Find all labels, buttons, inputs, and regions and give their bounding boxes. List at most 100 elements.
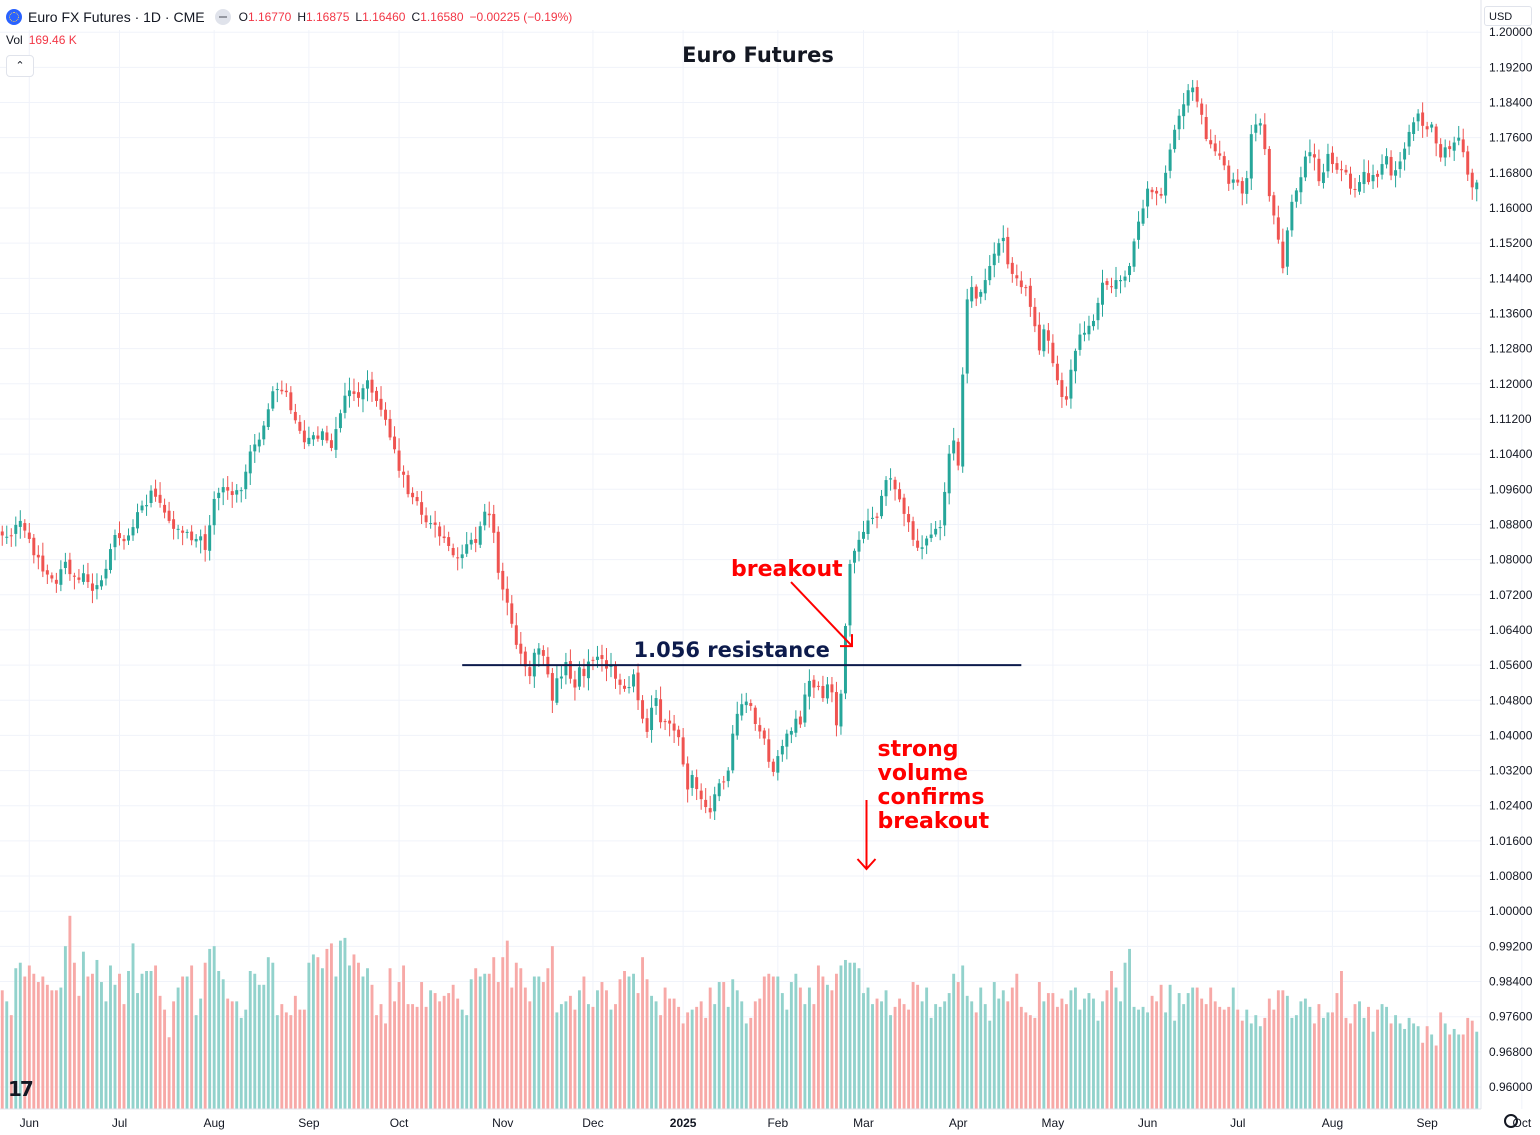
candle-body (9, 535, 13, 537)
volume-bar (36, 982, 40, 1109)
candle-body (388, 418, 392, 438)
candle-body (1195, 86, 1199, 102)
volume-bar (1344, 1017, 1348, 1109)
time-axis[interactable]: Jun Jul Aug Sep Oct Nov Dec 2025 Feb Mar Apr May Jun… (0, 1108, 1532, 1130)
candle-body (1137, 221, 1141, 240)
price-tick-label: 1.13600 (1489, 306, 1533, 320)
volume-bar (1326, 1012, 1330, 1109)
volume-bar (456, 998, 460, 1109)
candle-body (266, 409, 270, 427)
candle-body (731, 733, 735, 771)
volume-bar (722, 982, 726, 1109)
ohlc-open: O1.16770 (238, 10, 292, 24)
breakout-label: breakout (731, 557, 843, 582)
candle-body (654, 698, 658, 706)
candle-body (789, 731, 793, 735)
volume-bar (762, 976, 766, 1109)
volume-bar (523, 987, 527, 1109)
candle-body (586, 661, 590, 679)
volume-bar (1001, 990, 1005, 1109)
candle-body (1443, 147, 1447, 158)
volume-bar (979, 987, 983, 1109)
chevron-up-icon[interactable]: ⌃ (6, 55, 34, 77)
volume-bar (1466, 1017, 1470, 1109)
volume-bar (862, 993, 865, 1109)
candle-body (293, 411, 297, 421)
candle-body (1159, 193, 1163, 196)
candle-body (77, 577, 81, 580)
price-tick-label: 1.06400 (1489, 623, 1533, 637)
volume-bar (442, 995, 446, 1109)
volume-bar (262, 984, 266, 1109)
candle-body (623, 685, 627, 689)
volume-note-line: breakout (878, 809, 990, 834)
volume-bar (514, 962, 518, 1109)
volume-bar (27, 965, 31, 1109)
candle-body (519, 643, 523, 654)
candle-body (1258, 123, 1262, 126)
candle-body (568, 661, 572, 679)
price-tick-label: 0.96000 (1489, 1080, 1533, 1094)
hide-legend-icon[interactable] (214, 9, 231, 25)
candle-body (1344, 169, 1348, 173)
candle-body (1191, 87, 1195, 93)
candle-body (677, 729, 681, 738)
volume-bar (1177, 993, 1181, 1109)
candle-body (447, 537, 451, 546)
volume-bar (492, 957, 496, 1109)
currency-selector[interactable]: USD (1484, 6, 1532, 26)
candle-body (361, 388, 365, 400)
candle-body (1308, 152, 1312, 157)
volume-bar (699, 1001, 703, 1109)
candle-body (1452, 142, 1456, 151)
volume-bar (487, 973, 491, 1109)
candle-body (1448, 146, 1452, 150)
volume-bar (591, 1006, 595, 1109)
candle-body (668, 720, 672, 724)
gear-icon[interactable] (1504, 1114, 1518, 1128)
candle-body (672, 723, 676, 731)
time-tick-label: May (1042, 1116, 1065, 1130)
candle-body (113, 534, 117, 548)
chart-title: Euro Futures (682, 43, 834, 67)
candle-body (555, 678, 559, 703)
volume-bar (686, 1012, 690, 1109)
volume-bar (280, 1004, 284, 1109)
volume-bar (181, 976, 185, 1109)
time-tick-label: Mar (853, 1116, 874, 1130)
volume-bar (194, 1015, 198, 1109)
volume-bar (397, 982, 401, 1109)
volume-bar (835, 973, 838, 1109)
candle-body (478, 526, 482, 545)
volume-bar (740, 1001, 744, 1109)
volume-bar (1457, 1034, 1461, 1109)
candle-body (1231, 179, 1235, 183)
tradingview-logo-icon[interactable]: 17 (8, 1077, 34, 1101)
volume-bar (717, 982, 721, 1109)
candle-body (988, 266, 992, 281)
price-axis[interactable]: 1.20000 1.19200 1.18400 1.17600 1.16800 1.160… (1480, 0, 1533, 1109)
symbol-title[interactable]: Euro FX Futures · 1D · CME (28, 9, 205, 25)
price-tick-label: 1.02400 (1489, 799, 1533, 813)
volume-bar (1303, 998, 1307, 1109)
candle-body (90, 583, 94, 591)
candle-body (370, 379, 374, 393)
candle-body (911, 521, 915, 540)
volume-bar (474, 968, 478, 1109)
candle-body (839, 693, 843, 727)
volume-bar (1159, 984, 1163, 1109)
volume-bar (992, 982, 996, 1109)
volume-bar (1443, 1023, 1447, 1109)
volume-bar (938, 1006, 942, 1109)
candle-body (681, 737, 685, 765)
volume-bar (375, 1015, 378, 1109)
volume-bar (744, 1023, 748, 1109)
candle-body (1407, 131, 1411, 147)
price-tick-label: 1.00000 (1489, 904, 1533, 918)
volume-bar (1073, 987, 1077, 1109)
time-tick-label: Aug (1322, 1116, 1343, 1130)
time-tick-label: Sep (298, 1116, 320, 1130)
candle-body (1060, 380, 1064, 397)
breakout-arrow (790, 581, 853, 648)
